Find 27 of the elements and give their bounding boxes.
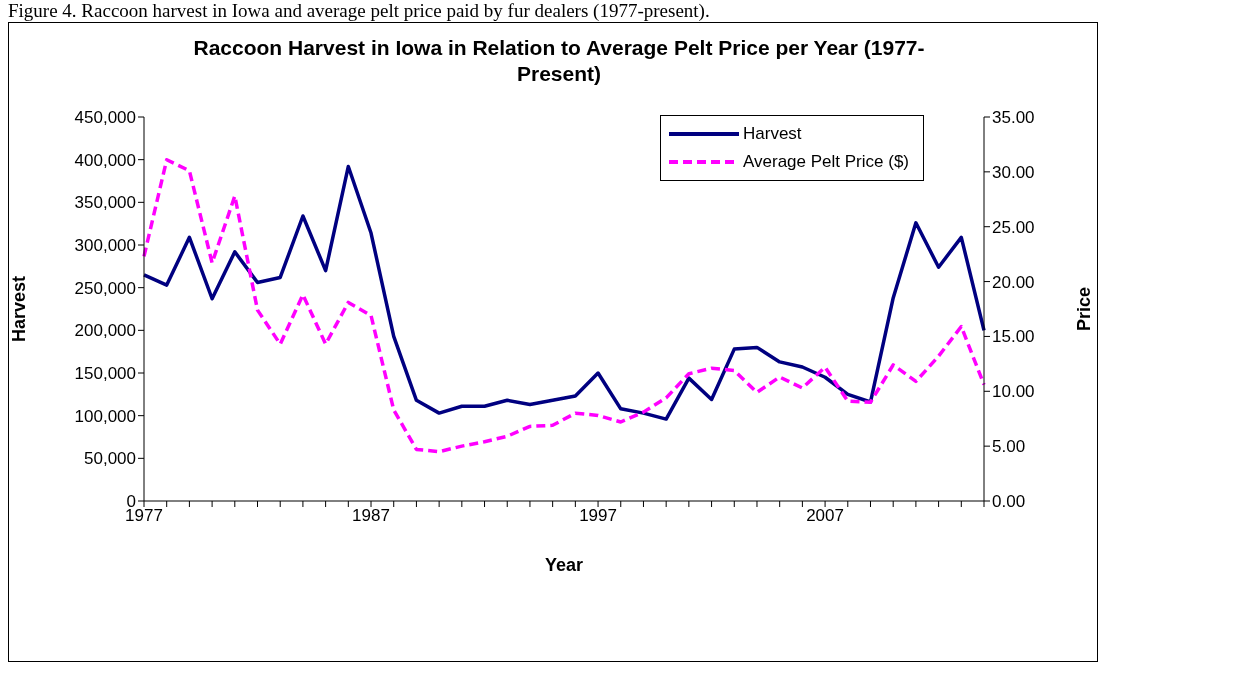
y2-tick-label: 20.00: [992, 272, 1035, 292]
y-tick-label: 450,000: [74, 108, 136, 128]
y-tick-label: 150,000: [74, 364, 136, 384]
y2-tick-label: 0.00: [992, 492, 1026, 512]
y2-tick-label: 25.00: [992, 217, 1035, 237]
y-tick-label: 200,000: [74, 321, 136, 341]
y-tick-label: 250,000: [74, 278, 136, 298]
y2-tick-label: 30.00: [992, 162, 1035, 182]
y2-tick-label: 5.00: [992, 437, 1026, 457]
x-axis-title: Year: [544, 555, 584, 575]
y-tick-label: 100,000: [74, 406, 136, 426]
x-tick-label: 2007: [806, 506, 844, 526]
y2-axis-title: Price: [1074, 286, 1095, 332]
x-tick-label: 1987: [352, 506, 390, 526]
y-tick-label: 400,000: [74, 150, 136, 170]
legend-label: Harvest: [743, 124, 802, 144]
caption: Figure 4. Raccoon harvest in Iowa and average pelt price paid by fur dealers (1977-present).: [8, 0, 711, 22]
x-tick-label: 1997: [579, 506, 617, 526]
y-axis-title: Harvest: [9, 275, 30, 343]
y-tick-label: 350,000: [74, 193, 136, 213]
y-tick-label: 50,000: [84, 449, 136, 469]
y-tick-label: 300,000: [74, 236, 136, 256]
y2-tick-label: 35.00: [992, 108, 1035, 128]
y2-tick-label: 10.00: [992, 382, 1035, 402]
chart-title: Raccoon Harvest in Iowa in Relation to Average Pelt Price per Year (1977-Present): [192, 35, 926, 87]
y2-tick-label: 15.00: [992, 327, 1035, 347]
legend-label: Average Pelt Price ($): [743, 152, 909, 172]
